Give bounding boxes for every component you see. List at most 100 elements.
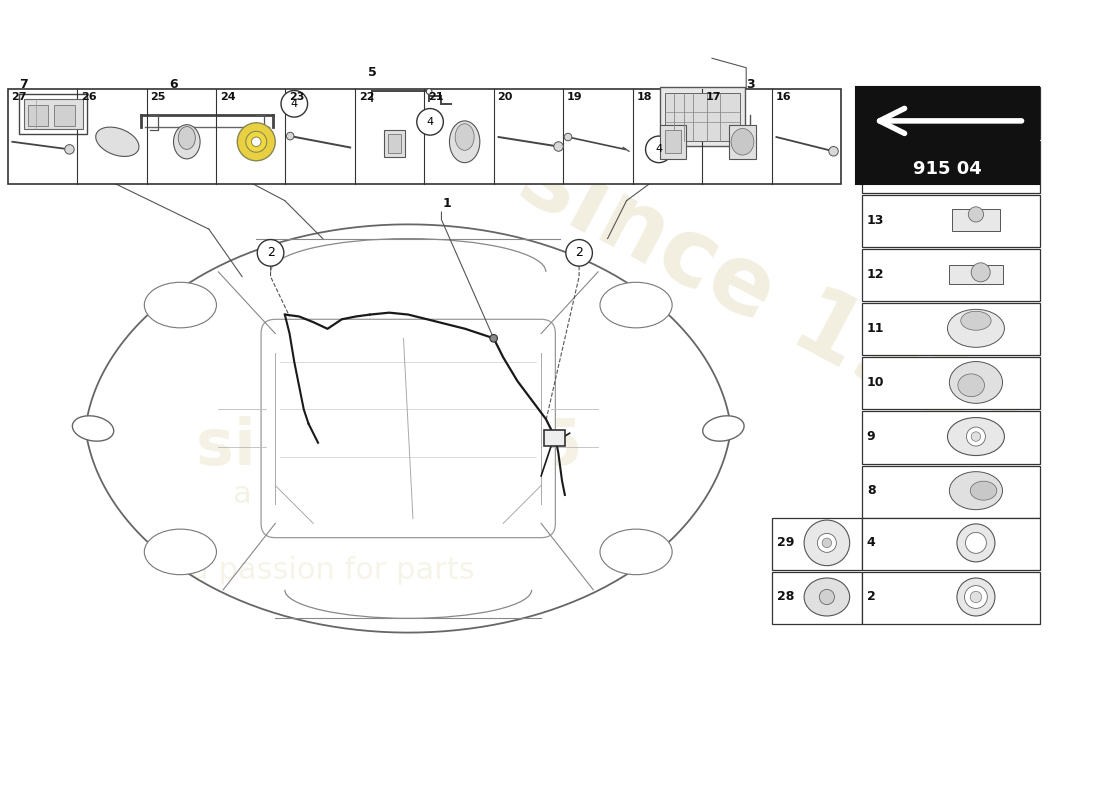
Text: 28: 28 [777, 590, 794, 603]
Text: 5: 5 [368, 66, 377, 79]
Text: a passion for parts: a passion for parts [190, 556, 474, 586]
Circle shape [646, 136, 672, 162]
Circle shape [817, 534, 836, 552]
Ellipse shape [804, 578, 849, 616]
Text: 2: 2 [575, 246, 583, 259]
Text: 12: 12 [867, 268, 884, 281]
Text: 22: 22 [359, 93, 374, 102]
Text: 4: 4 [656, 144, 662, 154]
Bar [19, 94, 87, 134]
Bar [862, 572, 1040, 624]
Bar [862, 358, 1040, 410]
Ellipse shape [144, 282, 217, 328]
Bar [862, 195, 1040, 247]
Ellipse shape [600, 529, 672, 574]
Text: 27: 27 [11, 93, 26, 102]
Ellipse shape [970, 481, 997, 500]
Circle shape [965, 586, 988, 608]
Text: 4: 4 [290, 99, 298, 109]
Bar [384, 130, 405, 157]
FancyArrowPatch shape [880, 108, 1022, 134]
Bar [387, 134, 400, 153]
FancyBboxPatch shape [261, 319, 556, 538]
Bar [544, 430, 565, 446]
Bar [862, 86, 1040, 139]
Bar [949, 265, 1002, 284]
Text: 26: 26 [81, 93, 97, 102]
Ellipse shape [958, 374, 984, 397]
Text: 10: 10 [867, 376, 884, 389]
Circle shape [565, 239, 593, 266]
Ellipse shape [804, 520, 849, 566]
Ellipse shape [960, 311, 991, 330]
Text: 24: 24 [220, 93, 235, 102]
Bar [856, 86, 1038, 155]
Text: 19: 19 [568, 93, 583, 102]
Text: 15: 15 [867, 106, 884, 118]
Bar [953, 209, 1000, 231]
Bar [772, 518, 862, 570]
Text: 1: 1 [442, 197, 451, 210]
Text: 4: 4 [867, 536, 876, 550]
Circle shape [970, 591, 981, 602]
Ellipse shape [450, 121, 480, 162]
Ellipse shape [732, 129, 754, 155]
Text: 6: 6 [169, 78, 177, 90]
Bar [862, 518, 1040, 570]
Circle shape [968, 207, 983, 222]
Circle shape [967, 427, 986, 446]
Ellipse shape [966, 103, 996, 126]
Text: 3: 3 [746, 78, 755, 90]
Bar [8, 89, 842, 183]
Text: since 1985: since 1985 [505, 130, 1053, 480]
Ellipse shape [174, 125, 200, 159]
Bar [28, 105, 48, 126]
Text: 915 04: 915 04 [913, 160, 982, 178]
Text: 8: 8 [867, 484, 876, 497]
Text: since 1985: since 1985 [196, 417, 583, 478]
Text: 25: 25 [151, 93, 166, 102]
Bar [24, 99, 82, 130]
Bar [856, 155, 1038, 183]
Text: 11: 11 [867, 322, 884, 335]
Text: 2: 2 [867, 590, 876, 603]
Circle shape [971, 432, 981, 442]
Circle shape [820, 590, 835, 605]
Ellipse shape [949, 472, 1002, 510]
Circle shape [564, 134, 572, 141]
Ellipse shape [703, 416, 744, 441]
Circle shape [417, 109, 443, 135]
Ellipse shape [144, 529, 217, 574]
Circle shape [252, 137, 261, 146]
Circle shape [427, 89, 432, 94]
Ellipse shape [947, 418, 1004, 455]
Circle shape [553, 142, 563, 151]
Text: 9: 9 [867, 430, 876, 443]
Bar [772, 572, 862, 624]
Ellipse shape [947, 310, 1004, 347]
Circle shape [957, 524, 994, 562]
Ellipse shape [455, 124, 474, 150]
Ellipse shape [949, 362, 1002, 403]
Text: 20: 20 [497, 93, 513, 102]
Text: a passion for parts: a passion for parts [232, 481, 517, 510]
Circle shape [245, 131, 266, 152]
Circle shape [828, 146, 838, 156]
Circle shape [286, 132, 294, 140]
Bar [862, 249, 1040, 302]
Bar [54, 105, 75, 126]
Circle shape [822, 538, 832, 548]
Circle shape [490, 334, 497, 342]
Circle shape [997, 160, 1009, 172]
Ellipse shape [96, 127, 139, 157]
Text: 2: 2 [266, 246, 275, 259]
Text: 13: 13 [867, 214, 884, 226]
Ellipse shape [949, 93, 1002, 131]
Circle shape [966, 533, 987, 554]
Bar [862, 141, 1040, 193]
Circle shape [238, 122, 275, 161]
Bar [660, 86, 745, 146]
Bar [666, 130, 681, 153]
Bar [666, 94, 739, 141]
Text: 17: 17 [706, 93, 722, 102]
